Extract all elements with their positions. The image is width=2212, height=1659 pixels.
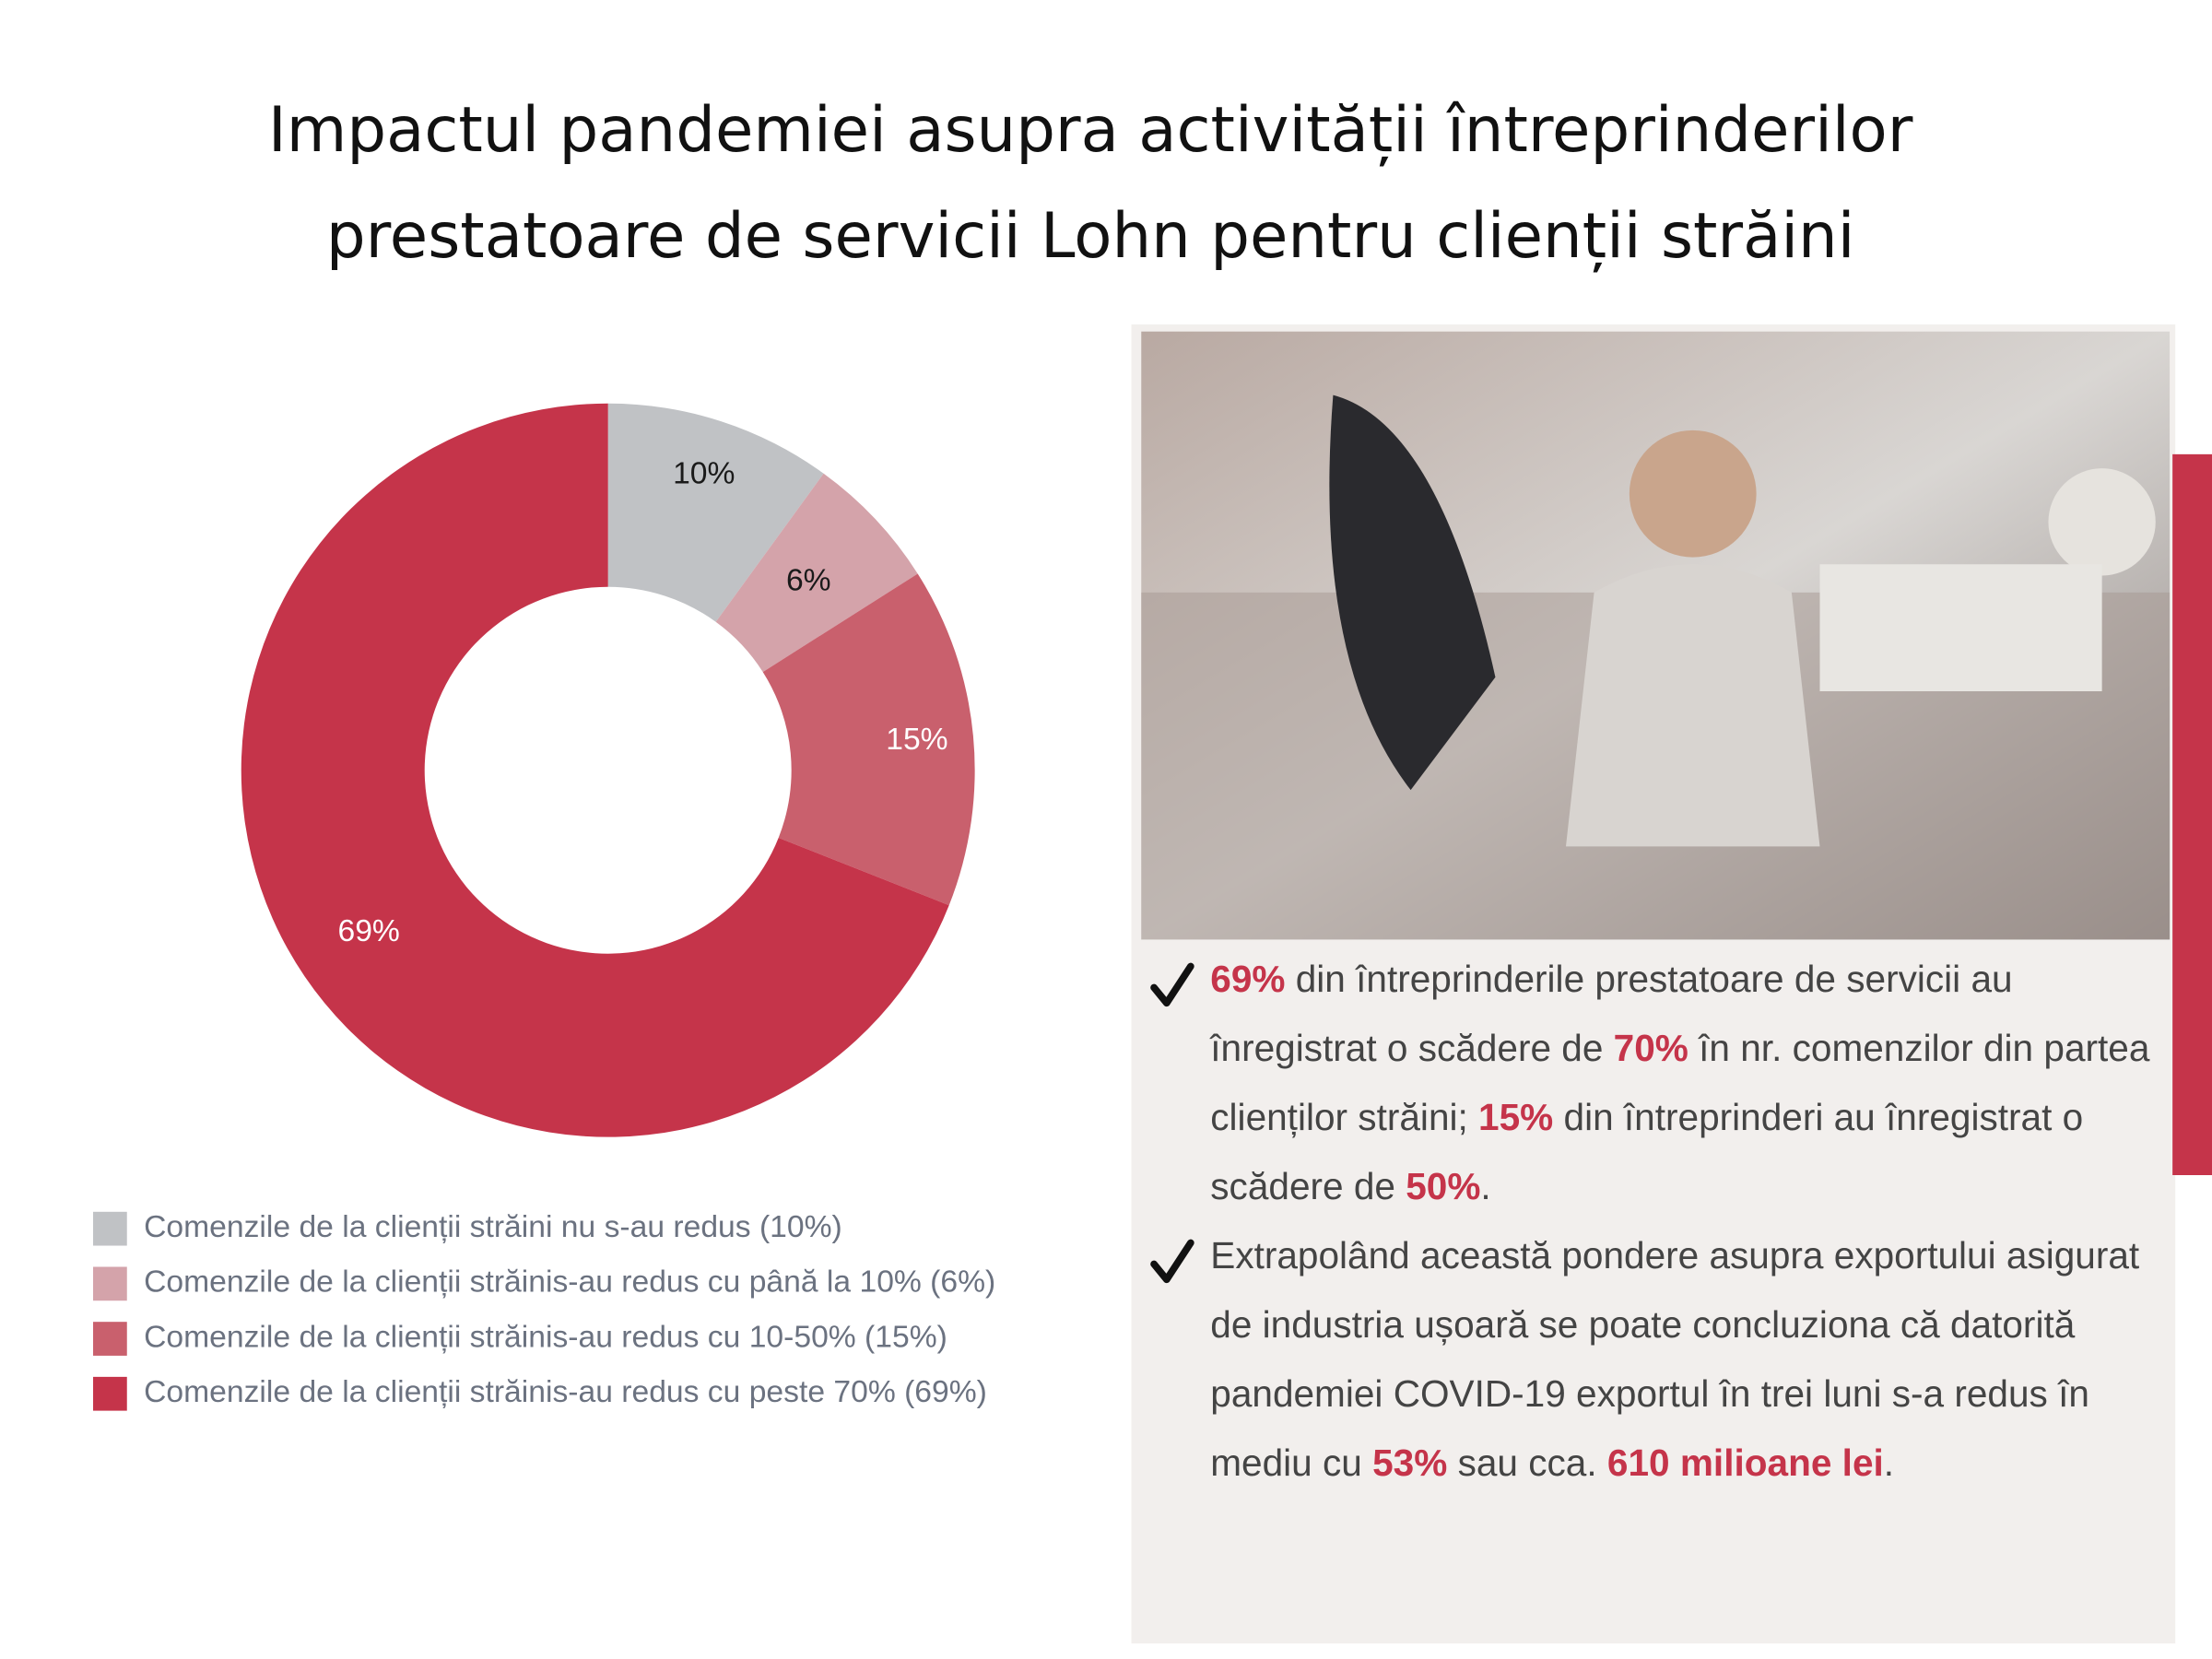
bullet-list: 69% din întreprinderile prestatoare de s… <box>1146 946 2154 1499</box>
legend-label: Comenzile de la clienții străinis-au red… <box>144 1265 995 1300</box>
donut-slice <box>241 403 949 1137</box>
legend: Comenzile de la clienții străini nu s-au… <box>93 1210 995 1411</box>
text-run: în nr. comenzilor din partea clienților … <box>1210 1027 2150 1139</box>
highlight-text: 610 milioane lei <box>1606 1441 1884 1485</box>
highlight-text: 15% <box>1478 1096 1554 1139</box>
bullet: Extrapolând această pondere asupra expor… <box>1146 1222 2154 1499</box>
photo <box>1141 331 2171 940</box>
highlight-text: 50% <box>1406 1165 1481 1208</box>
legend-swatch <box>93 1211 127 1246</box>
donut-slice <box>715 473 918 673</box>
donut-chart: 10% 6% 15% 69% <box>241 403 975 1137</box>
legend-label: Comenzile de la clienții străinis-au red… <box>144 1375 987 1409</box>
slice-label: 15% <box>886 723 947 757</box>
slice-label: 6% <box>786 563 831 597</box>
slice-label: 10% <box>673 456 735 490</box>
highlight-text: 53% <box>1372 1441 1448 1485</box>
donut-slice <box>607 403 824 622</box>
check-icon <box>1150 1239 1194 1284</box>
text-run: din întreprinderile prestatoare de servi… <box>1210 958 2013 1070</box>
legend-swatch <box>93 1376 127 1411</box>
bullet: 69% din întreprinderile prestatoare de s… <box>1146 946 2154 1222</box>
legend-swatch <box>93 1266 127 1301</box>
highlight-text: 69% <box>1210 958 1286 1001</box>
text-run: . <box>1480 1165 1491 1208</box>
slice-label: 69% <box>337 914 399 948</box>
title-line: prestatoare de servicii Lohn pentru clie… <box>326 199 1855 272</box>
panel-text-box: 69% din întreprinderile prestatoare de s… <box>1146 946 2154 1499</box>
legend-swatch <box>93 1322 127 1356</box>
title-line: Impactul pandemiei asupra activității în… <box>268 93 1913 166</box>
highlight-text: 70% <box>1613 1027 1688 1070</box>
legend-label: Comenzile de la clienții străinis-au red… <box>144 1320 947 1354</box>
text-run: Extrapolând această pondere asupra expor… <box>1210 1234 2140 1485</box>
accent-bar <box>2172 453 2212 1175</box>
text-run: sau cca. <box>1447 1441 1607 1485</box>
check-icon <box>1150 962 1194 1007</box>
text-run: din întreprinderi au înregistrat o scăde… <box>1210 1096 2084 1208</box>
legend-label: Comenzile de la clienții străini nu s-au… <box>144 1210 842 1244</box>
donut-slice <box>762 573 975 906</box>
text-run: . <box>1883 1441 1895 1485</box>
